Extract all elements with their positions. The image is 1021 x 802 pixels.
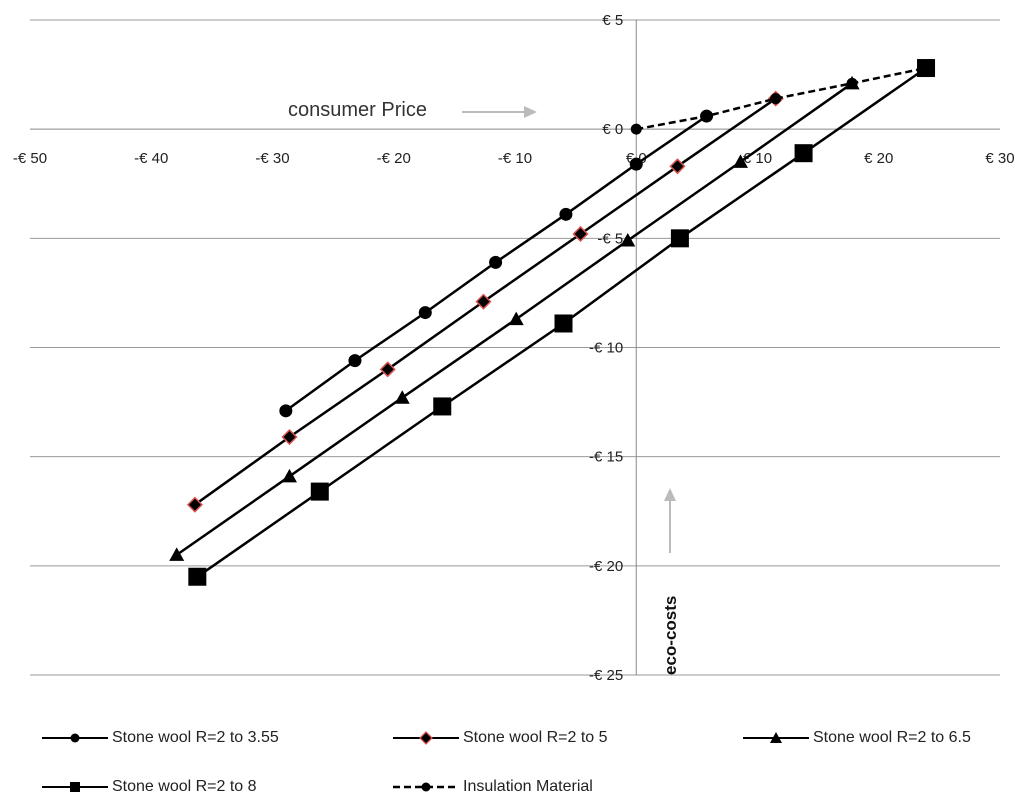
data-point (733, 154, 749, 168)
series-line (636, 66, 927, 131)
legend-item-insulation: Insulation Material (393, 772, 593, 802)
data-point (279, 404, 293, 418)
x-tick-label: € 30 (985, 150, 1014, 167)
data-point (508, 311, 524, 326)
diamond-marker-icon (393, 731, 459, 745)
data-point (433, 397, 452, 416)
data-point (572, 225, 589, 243)
legend: Stone wool R=2 to 3.55 Stone wool R=2 to… (0, 715, 1021, 795)
annotations: consumer Price eco-costs (288, 99, 680, 675)
data-point (920, 62, 932, 74)
series-2 (169, 75, 860, 561)
data-point (489, 255, 503, 269)
data-point (629, 157, 643, 171)
series-0 (279, 109, 714, 418)
x-tick-label: -€ 20 (377, 150, 411, 167)
consumer-price-annotation: consumer Price (288, 99, 427, 121)
y-tick-label: € 0 (602, 121, 623, 138)
circle-marker-icon (42, 733, 108, 743)
data-point (475, 293, 492, 310)
data-point (348, 354, 362, 368)
data-point (418, 306, 432, 320)
y-tick-label: -€ 10 (589, 340, 623, 357)
data-point (281, 428, 298, 446)
legend-label-r5: Stone wool R=2 to 5 (463, 729, 608, 746)
x-tick-label: € 10 (743, 150, 772, 167)
y-tick-label: -€ 5 (597, 230, 623, 247)
chart-svg: -€ 50 -€ 40 -€ 30 -€ 20 -€ 10 € 0 € 10 € 20 € 30… (13, 12, 1015, 684)
data-point (554, 314, 573, 333)
dashed-circle-marker-icon (393, 782, 459, 792)
data-point (669, 158, 686, 175)
y-tick-label: € 5 (602, 12, 623, 29)
legend-item-r8: Stone wool R=2 to 8 (42, 772, 257, 802)
legend-label-r65: Stone wool R=2 to 6.5 (813, 729, 971, 746)
legend-item-r65: Stone wool R=2 to 6.5 (743, 723, 971, 753)
legend-label-r8: Stone wool R=2 to 8 (112, 778, 257, 795)
data-point (670, 229, 689, 248)
series-group (169, 59, 936, 586)
series-3 (188, 59, 936, 586)
x-tick-labels: -€ 50 -€ 40 -€ 30 -€ 20 -€ 10 € 0 € 10 € 20 € 30 (13, 150, 1015, 167)
data-point (770, 93, 782, 105)
y-tick-label: -€ 25 (589, 667, 623, 684)
data-point (630, 123, 642, 135)
x-tick-label: -€ 30 (255, 150, 289, 167)
data-point (379, 361, 396, 378)
y-tick-labels: € 5 € 0 -€ 5 -€ 10 -€ 15 -€ 20 -€ 25 (589, 12, 623, 684)
y-tick-label: -€ 15 (589, 449, 623, 466)
data-point (188, 567, 207, 586)
x-tick-label: -€ 50 (13, 150, 47, 167)
legend-label-r355: Stone wool R=2 to 3.55 (112, 729, 279, 746)
data-point (846, 77, 858, 89)
data-point (281, 468, 297, 483)
triangle-marker-icon (743, 732, 809, 743)
eco-costs-arrowhead (664, 488, 676, 501)
data-point (794, 144, 813, 163)
legend-item-r5: Stone wool R=2 to 5 (393, 723, 608, 753)
data-point (701, 110, 713, 122)
x-tick-label: -€ 40 (134, 150, 168, 167)
x-tick-label: -€ 10 (498, 150, 532, 167)
data-point (186, 496, 203, 513)
gridlines (30, 19, 1000, 676)
y-tick-label: -€ 20 (589, 558, 623, 575)
x-tick-label: € 20 (864, 150, 893, 167)
data-point (559, 207, 573, 221)
legend-label-insulation: Insulation Material (463, 778, 593, 795)
legend-item-r355: Stone wool R=2 to 3.55 (42, 723, 279, 753)
data-point (620, 233, 636, 247)
square-marker-icon (42, 782, 108, 792)
consumer-price-arrowhead (524, 106, 537, 118)
data-point (169, 547, 185, 561)
data-point (310, 482, 329, 501)
series-4 (630, 62, 932, 135)
data-point (394, 390, 410, 404)
eco-costs-label: eco-costs (661, 596, 680, 675)
